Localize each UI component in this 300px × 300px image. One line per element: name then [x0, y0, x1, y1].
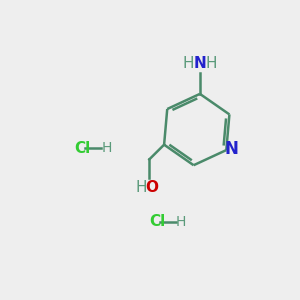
Text: H: H	[101, 141, 112, 155]
Text: H: H	[206, 56, 217, 71]
Text: Cl: Cl	[149, 214, 165, 230]
Text: N: N	[194, 56, 207, 71]
Text: H: H	[183, 56, 194, 71]
Text: Cl: Cl	[75, 140, 91, 155]
Text: N: N	[224, 140, 238, 158]
Text: H: H	[135, 180, 147, 195]
Text: H: H	[176, 215, 186, 229]
Text: O: O	[145, 180, 158, 195]
